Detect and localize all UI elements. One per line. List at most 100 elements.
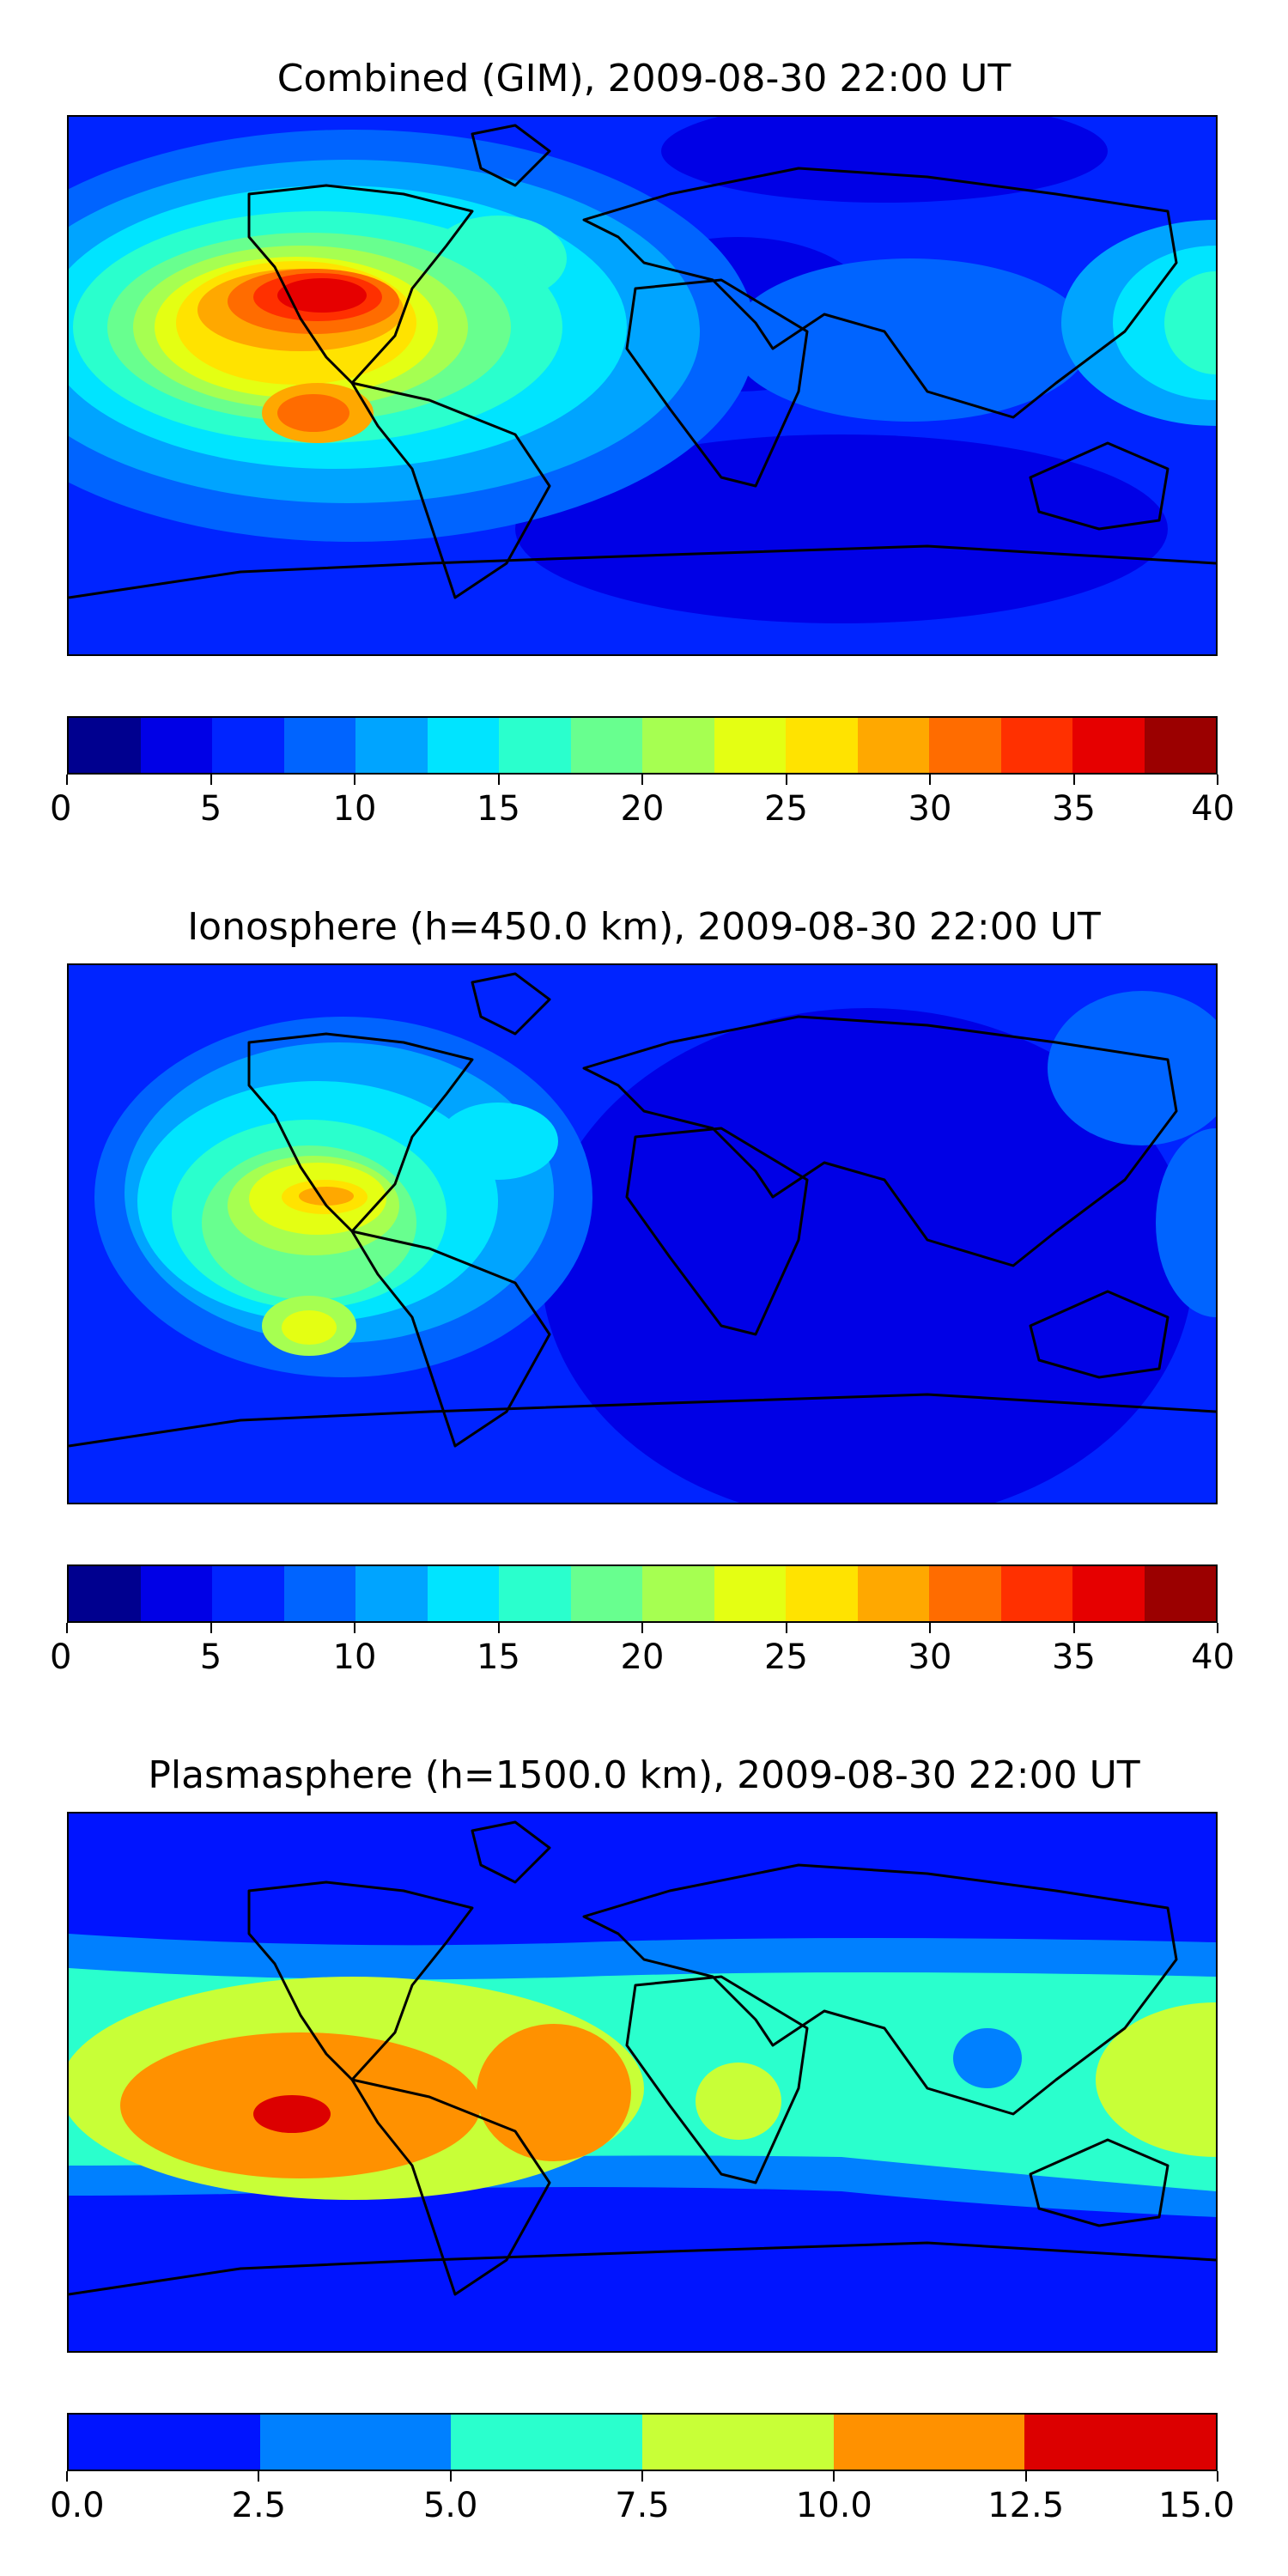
colorbar-ticks-plasmasphere: 0.0 2.5 5.0 7.5 10.0 12.5 15.0 — [50, 2471, 1235, 2525]
colorbar-level — [570, 718, 642, 773]
tick-mark — [66, 775, 68, 785]
colorbar-level — [857, 1566, 929, 1621]
colorbar-level — [1024, 2415, 1217, 2470]
colorbar-level — [1144, 1566, 1216, 1621]
tick-mark — [497, 775, 500, 785]
colorbar-level — [140, 1566, 212, 1621]
map-combined-canvas — [69, 117, 1216, 654]
tick-label: 40 — [1191, 789, 1235, 829]
colorbar-level — [642, 1566, 714, 1621]
tick-label: 25 — [764, 789, 808, 829]
colorbar-level — [1000, 718, 1072, 773]
tick-label: 15.0 — [1157, 2486, 1235, 2525]
tick-mark — [1217, 1623, 1218, 1633]
colorbar-ionosphere — [67, 1564, 1218, 1623]
tick-mark — [929, 1623, 931, 1633]
colorbar-ticks-combined: 0 5 10 15 20 25 30 35 40 — [50, 775, 1235, 829]
tick-label: 12.5 — [987, 2486, 1065, 2525]
colorbar-level — [642, 2415, 834, 2470]
colorbar-level — [1000, 1566, 1072, 1621]
colorbar-level — [714, 718, 786, 773]
tick-mark — [497, 1623, 500, 1633]
map-ionosphere — [67, 963, 1218, 1504]
colorbar-level — [857, 718, 929, 773]
tick-label: 5 — [199, 789, 222, 829]
coastlines — [69, 972, 1216, 1448]
tick-label: 35 — [1052, 1637, 1096, 1677]
tick-label: 15 — [477, 789, 520, 829]
tick-mark — [1217, 2471, 1218, 2482]
tick-mark — [354, 1623, 355, 1633]
tick-label: 40 — [1191, 1637, 1235, 1677]
tick-mark — [66, 2471, 68, 2482]
tick-mark — [210, 1623, 212, 1633]
tick-label: 30 — [908, 789, 952, 829]
colorbar-level — [212, 718, 284, 773]
colorbar-level — [259, 2415, 452, 2470]
colorbar-level — [451, 2415, 643, 2470]
tick-label: 10 — [332, 1637, 377, 1677]
colorbar-level — [69, 718, 141, 773]
colorbar-level — [929, 718, 1001, 773]
tick-mark — [1072, 1623, 1075, 1633]
tick-mark — [210, 775, 212, 785]
tick-mark — [641, 2471, 643, 2482]
colorbar-combined — [67, 716, 1218, 775]
tick-label: 5.0 — [422, 2486, 478, 2525]
tick-mark — [785, 775, 787, 785]
panel-title-combined: Combined (GIM), 2009-08-30 22:00 UT — [276, 57, 1012, 100]
tick-label: 2.5 — [231, 2486, 287, 2525]
map-plasmasphere — [67, 1812, 1218, 2353]
tick-mark — [1072, 775, 1075, 785]
panel-title-ionosphere: Ionosphere (h=450.0 km), 2009-08-30 22:0… — [187, 905, 1101, 949]
colorbar-level — [499, 718, 571, 773]
colorbar-level — [499, 1566, 571, 1621]
tick-label: 30 — [908, 1637, 952, 1677]
tick-label: 20 — [620, 789, 665, 829]
map-plasmasphere-canvas — [69, 1814, 1216, 2351]
tick-mark — [354, 775, 355, 785]
tick-mark — [1217, 775, 1218, 785]
colorbar-ticks-ionosphere: 0 5 10 15 20 25 30 35 40 — [50, 1623, 1235, 1677]
colorbar-level — [570, 1566, 642, 1621]
tick-label: 35 — [1052, 789, 1096, 829]
tick-label: 10 — [332, 789, 377, 829]
colorbar-level — [1072, 718, 1145, 773]
tick-mark — [785, 1623, 787, 1633]
tick-mark — [449, 2471, 452, 2482]
panel-title-plasmasphere: Plasmasphere (h=1500.0 km), 2009-08-30 2… — [148, 1753, 1140, 1797]
tick-mark — [258, 2471, 260, 2482]
tick-mark — [929, 775, 931, 785]
colorbar-level — [642, 718, 714, 773]
tick-mark — [641, 1623, 643, 1633]
tick-mark — [641, 775, 643, 785]
map-combined — [67, 115, 1218, 656]
coastlines — [69, 124, 1216, 599]
colorbar-level — [427, 718, 499, 773]
tick-label: 0 — [50, 1637, 72, 1677]
colorbar-level — [69, 2415, 260, 2470]
colorbar-level — [283, 718, 355, 773]
colorbar-level — [355, 1566, 428, 1621]
tick-label: 7.5 — [615, 2486, 670, 2525]
tick-label: 15 — [477, 1637, 520, 1677]
tick-label: 10.0 — [795, 2486, 872, 2525]
colorbar-level — [1072, 1566, 1145, 1621]
colorbar-level — [929, 1566, 1001, 1621]
tick-label: 20 — [620, 1637, 665, 1677]
colorbar-level — [69, 1566, 141, 1621]
tick-label: 0.0 — [50, 2486, 105, 2525]
colorbar-level — [355, 718, 428, 773]
colorbar-level — [786, 1566, 858, 1621]
map-ionosphere-canvas — [69, 965, 1216, 1503]
colorbar-level — [786, 718, 858, 773]
colorbar-level — [714, 1566, 786, 1621]
colorbar-level — [427, 1566, 499, 1621]
tick-mark — [1024, 2471, 1027, 2482]
tick-mark — [66, 1623, 68, 1633]
tick-mark — [833, 2471, 835, 2482]
colorbar-plasmasphere — [67, 2413, 1218, 2471]
tick-label: 25 — [764, 1637, 808, 1677]
colorbar-level — [283, 1566, 355, 1621]
coastlines — [69, 1820, 1216, 2296]
